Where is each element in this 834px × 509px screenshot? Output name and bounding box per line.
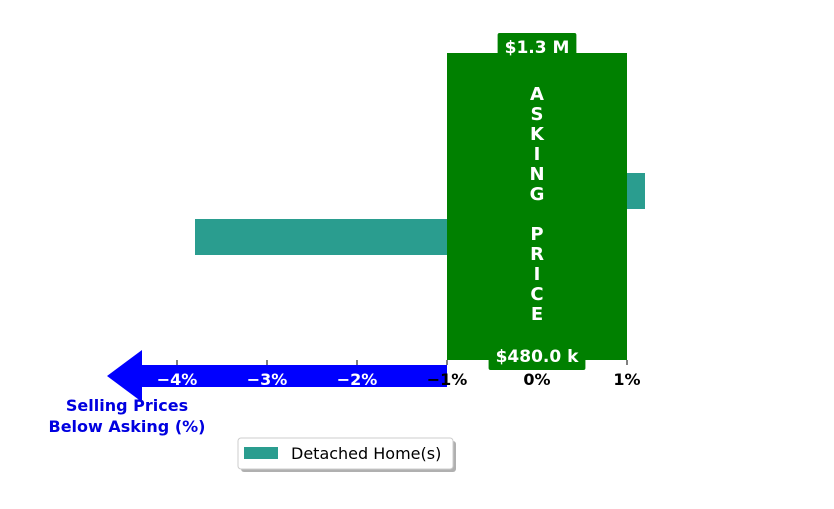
- asking-letter: E: [531, 304, 543, 325]
- asking-letter: I: [534, 144, 541, 165]
- arrow-label-line1: Selling Prices: [66, 396, 188, 415]
- asking-price-band: [447, 53, 627, 360]
- x-tick-label: 1%: [613, 370, 640, 389]
- x-tick-label: −1%: [427, 370, 468, 389]
- x-tick-label: −4%: [157, 370, 198, 389]
- x-tick-label: −3%: [247, 370, 288, 389]
- legend: Detached Home(s): [237, 437, 456, 472]
- bottom-price-badge: $480.0 k: [488, 342, 586, 370]
- asking-letter: A: [530, 84, 544, 105]
- asking-letter: N: [529, 164, 544, 185]
- asking-letter: G: [530, 184, 545, 205]
- below-asking-arrow: [107, 350, 447, 402]
- x-axis-ticks: −4% −3% −2% −1% 0% 1%: [157, 360, 641, 389]
- x-tick-label: 0%: [523, 370, 550, 389]
- asking-letter: C: [530, 284, 543, 305]
- top-price-badge: $1.3 M: [497, 33, 577, 61]
- legend-swatch: [244, 447, 278, 459]
- top-price-label: $1.3 M: [505, 38, 570, 58]
- asking-letter: P: [530, 224, 543, 245]
- x-tick-label: −2%: [337, 370, 378, 389]
- asking-letter: I: [534, 264, 541, 285]
- asking-letter: S: [531, 104, 544, 125]
- arrow-label-line2: Below Asking (%): [49, 417, 206, 436]
- bottom-price-label: $480.0 k: [496, 347, 580, 367]
- legend-label: Detached Home(s): [291, 444, 441, 463]
- asking-letter: K: [530, 124, 545, 145]
- asking-letter: R: [530, 244, 544, 265]
